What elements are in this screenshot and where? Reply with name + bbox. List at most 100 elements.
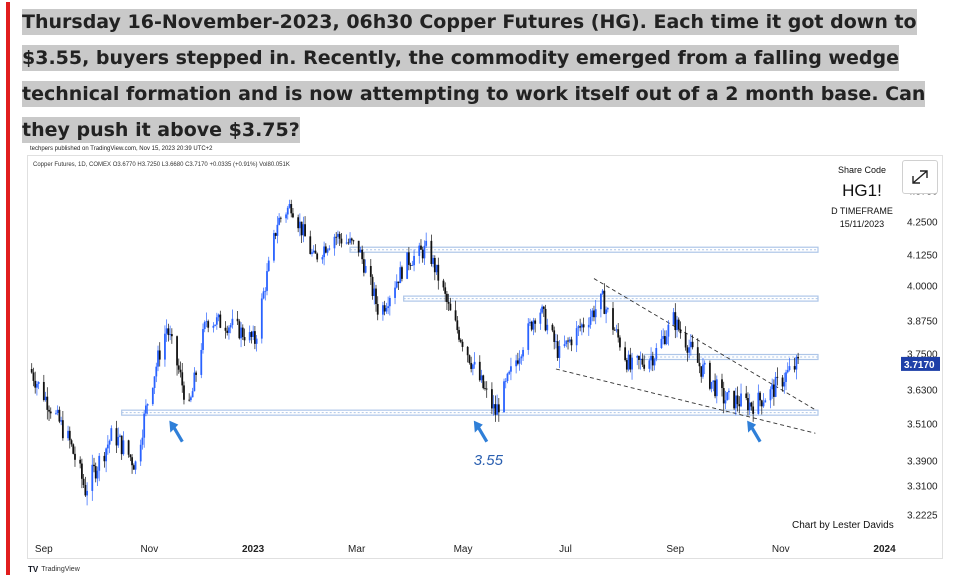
candle-body [337,233,339,237]
falling-wedge-lines [555,278,816,434]
candle-body [394,287,396,298]
candle-body [131,457,133,466]
candle-body [285,214,287,219]
candle-body [733,390,736,409]
candle-body [594,309,597,318]
candle-body [565,340,568,345]
share-box: Share Code HG1! D TIMEFRAME 15/11/2023 [818,165,906,229]
candle-body [203,322,206,330]
candle-body [627,354,630,370]
candle-body [316,253,319,260]
candle-body [36,383,38,388]
candle-body [34,380,37,388]
candle-body [297,217,300,229]
candle-body [117,436,120,446]
candle-body [169,334,172,336]
candle-body [736,395,739,405]
candle-body [250,332,253,337]
candle-body [684,333,687,348]
candle-body [267,260,270,272]
candle-body [302,224,305,236]
candle-body [480,375,483,381]
candle-body [591,310,594,317]
candle-body [546,324,549,331]
candle-body [241,327,244,338]
candle-body [399,267,402,284]
candle-body [714,380,716,397]
candle-body [93,464,95,467]
candle-body [188,399,191,401]
x-tick-label-6: Sep [666,544,684,555]
candle-body [195,372,197,375]
candle-body [279,217,282,219]
candle-body [471,364,474,369]
candle-body [243,337,246,341]
candle-body [515,360,518,367]
candle-body [491,389,493,409]
candle-body [470,362,473,369]
candle-body [516,360,519,364]
candle-body [395,281,398,288]
support-arrow-1 [473,420,489,443]
candle-body [577,326,580,329]
candle-body [447,302,450,304]
candle-body [240,327,242,339]
candle-body [776,376,779,378]
candle-body [541,306,543,313]
candle-body [215,317,218,325]
candle-body [636,355,639,358]
candle-body [254,331,256,344]
candle-body [345,242,348,244]
candle-body [728,390,730,393]
x-tick-label-2: 2023 [242,544,265,555]
candle-body [432,257,434,264]
candle-body [482,375,485,389]
expand-button[interactable] [902,160,938,194]
candle-body [745,393,748,399]
candle-body [79,459,82,464]
candle-body [179,369,182,373]
candle-body [795,356,798,370]
y-tick-label-1: 4.2500 [907,218,938,229]
candle-body [466,346,469,356]
candle-body [603,290,606,314]
candle-body [292,213,294,218]
candle-body [672,312,675,325]
candle-body [349,238,351,243]
candle-body [433,257,436,273]
candle-body [364,265,367,273]
candle-body [127,440,130,455]
last-price-tag: 3.7170 [901,356,940,371]
y-tick-label-6: 3.6300 [907,386,938,397]
candle-body [544,308,547,331]
candle-body [214,324,217,326]
candle-body [264,290,267,292]
candle-body [769,389,772,401]
candle-body [613,329,616,331]
candle-body [579,326,582,328]
support-arrow-2 [747,420,762,443]
candle-body [30,369,33,373]
candle-body [151,387,154,405]
candlesticks [30,199,800,506]
tradingview-mark: TV [28,565,39,574]
candle-body [407,252,410,265]
candle-body [674,312,677,331]
candle-body [418,245,421,256]
candle-body [606,308,609,310]
candle-body [454,310,457,321]
y-tick-label-7: 3.5100 [907,420,938,431]
candle-body [773,384,775,397]
candle-body [712,380,715,382]
candle-body [503,381,505,413]
candle-body [229,325,232,328]
candle-body [338,233,341,239]
candle-body [323,246,325,258]
candle-body [532,320,535,330]
candle-body [165,328,168,334]
candle-body [248,332,251,341]
candle-body [650,355,652,361]
candle-body [504,380,507,382]
candle-body [44,396,47,401]
